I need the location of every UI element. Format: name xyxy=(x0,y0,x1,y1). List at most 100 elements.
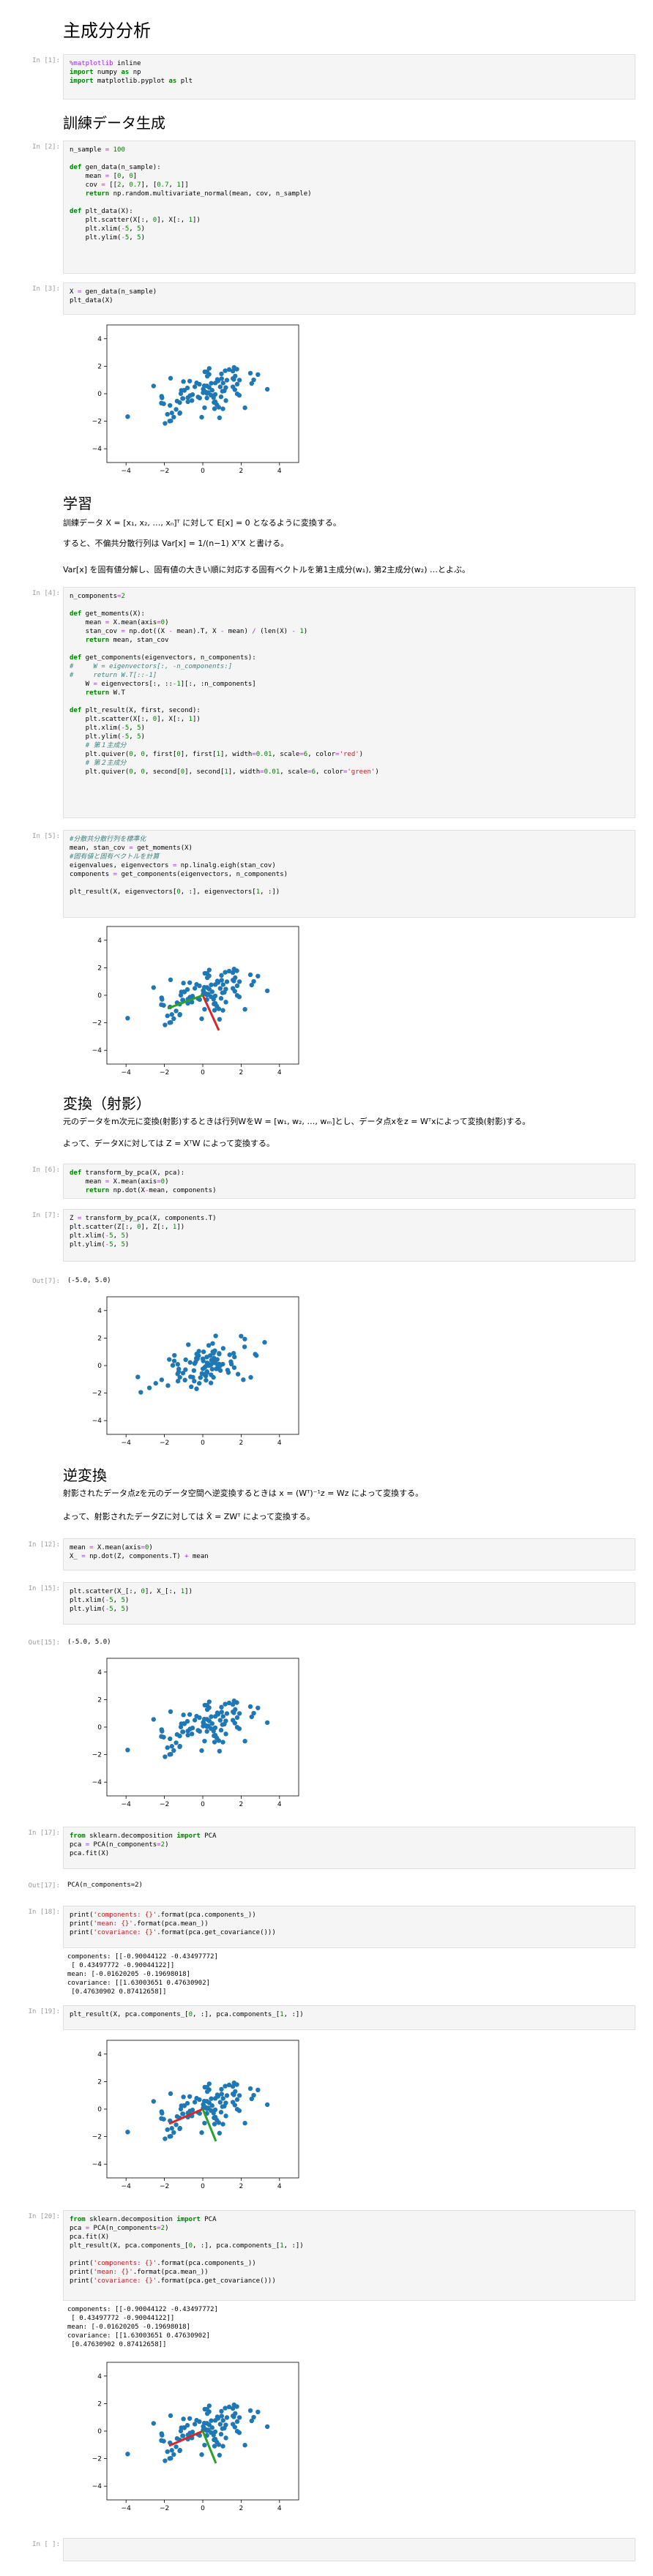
scatter-point xyxy=(168,977,173,983)
scatter-point xyxy=(209,2103,214,2108)
scatter-point xyxy=(190,1726,195,1731)
y-tick-label: 2 xyxy=(97,965,102,972)
scatter-point xyxy=(224,378,230,383)
scatter-point xyxy=(168,1736,173,1742)
code-cell-20[interactable]: from sklearn.decomposition import PCA pc… xyxy=(63,2210,635,2301)
scatter-plot-sklearn-2: −4 −2 0 2 4 4 2 0 −2 −4 xyxy=(92,2362,299,2512)
scatter-point xyxy=(212,2096,218,2101)
scatter-point xyxy=(163,421,168,426)
scatter-point xyxy=(125,1748,130,1753)
prompt-in-4: In [4]: xyxy=(32,590,60,597)
scatter-point xyxy=(146,1385,152,1390)
scatter-point xyxy=(214,1710,220,1715)
x-tick-label: 0 xyxy=(201,1801,205,1808)
scatter-point xyxy=(169,1012,174,1017)
y-tick-label: 2 xyxy=(97,1335,102,1342)
prompt-in-12: In [12]: xyxy=(28,1541,60,1549)
scatter-point xyxy=(220,1346,226,1351)
code-cell-empty[interactable] xyxy=(63,2538,635,2561)
code-cell-3[interactable]: X = gen_data(n_sample) plt_data(X) xyxy=(63,282,635,315)
scatter-point xyxy=(181,1712,186,1718)
scatter-point xyxy=(182,2425,187,2430)
scatter-point xyxy=(204,1724,210,1729)
scatter-point xyxy=(165,1013,170,1019)
scatter-point xyxy=(234,1700,239,1705)
code-cell-15[interactable]: plt.scatter(X_[:, 0], X_[:, 1]) plt.xlim… xyxy=(63,1582,635,1625)
scatter-point xyxy=(264,1720,270,1726)
scatter-point xyxy=(211,1374,216,1380)
scatter-point xyxy=(217,2100,223,2105)
code-cell-7[interactable]: Z = transform_by_pca(X, components.T) pl… xyxy=(63,1209,635,1262)
scatter-point xyxy=(236,2430,242,2435)
scatter-point xyxy=(220,406,225,411)
x-tick-label: 4 xyxy=(277,1801,282,1808)
first-component-arrow xyxy=(168,2430,204,2447)
prompt-out-7: Out[7]: xyxy=(32,1278,60,1285)
y-tick-label: 4 xyxy=(97,2373,102,2381)
code-cell-2[interactable]: n_sample = 100 def gen_data(n_sample): m… xyxy=(63,141,635,274)
scatter-point xyxy=(204,2428,210,2433)
scatter-point xyxy=(220,2096,225,2101)
y-tick-label: 4 xyxy=(97,937,102,945)
y-tick-label: 4 xyxy=(97,336,102,343)
scatter-point xyxy=(212,1348,217,1353)
scatter-point xyxy=(204,369,209,375)
scatter-point xyxy=(202,2442,207,2448)
scatter-point xyxy=(236,2108,242,2113)
scatter-point xyxy=(220,982,225,987)
scatter-point xyxy=(163,2136,168,2141)
scatter-point xyxy=(204,1377,209,1383)
x-tick-label: −4 xyxy=(122,2505,132,2512)
scatter-point xyxy=(219,2086,224,2092)
y-tick-label: −4 xyxy=(92,1418,102,1425)
scatter-point xyxy=(233,1707,238,1712)
markdown-inverse-2: よって、射影されたデータZに対しては X̂ = ZWᵀ によって変換する。 xyxy=(63,1512,316,1521)
y-tick-label: 4 xyxy=(97,2051,102,2059)
code-cell-12[interactable]: mean = X.mean(axis=0) X_ = np.dot(Z, com… xyxy=(63,1538,635,1570)
scatter-point xyxy=(209,1366,214,1372)
prompt-in-3: In [3]: xyxy=(32,285,60,293)
scatter-point xyxy=(230,384,236,389)
scatter-point xyxy=(204,2411,210,2416)
x-tick-label: 4 xyxy=(277,468,282,475)
scatter-point xyxy=(168,2413,173,2419)
scatter-point xyxy=(214,2092,220,2097)
code-cell-1[interactable]: %matplotlib inline import numpy as np im… xyxy=(63,54,635,100)
scatter-point xyxy=(204,975,210,981)
scatter-point xyxy=(234,381,240,387)
code-cell-19[interactable]: plt_result(X, pca.components_[0, :], pca… xyxy=(63,2005,635,2030)
y-tick-label: 4 xyxy=(97,1308,102,1315)
scatter-point xyxy=(201,390,206,395)
scatter-point xyxy=(200,1356,206,1361)
scatter-point xyxy=(251,2414,256,2420)
x-tick-label: 2 xyxy=(239,468,244,475)
scatter-point xyxy=(192,2100,198,2105)
scatter-point xyxy=(181,981,186,986)
scatter-point xyxy=(204,1707,210,1712)
scatter-plot-transformed: −4 −2 0 2 4 4 2 0 −2 −4 xyxy=(92,1296,299,1447)
scatter-point xyxy=(190,2108,195,2113)
scatter-point xyxy=(264,988,270,994)
scatter-point xyxy=(219,2408,224,2414)
scatter-point xyxy=(226,1700,232,1706)
scatter-point xyxy=(151,1717,156,1722)
code-cell-4[interactable]: n_components=2 def get_moments(X): mean … xyxy=(63,587,635,818)
scatter-point xyxy=(255,372,261,378)
x-tick-label: 0 xyxy=(201,2505,205,2512)
scatter-point xyxy=(159,2438,164,2444)
scatter-point xyxy=(160,2433,165,2438)
code-cell-18[interactable]: print('components: {}'.format(pca.compon… xyxy=(63,1906,635,1948)
code-cell-6[interactable]: def transform_by_pca(X, pca): mean = X.m… xyxy=(63,1164,635,1199)
prompt-in-15: In [15]: xyxy=(28,1585,60,1592)
scatter-point xyxy=(219,2414,225,2419)
scatter-point xyxy=(176,1366,182,1371)
scatter-point xyxy=(165,1745,170,1751)
x-tick-label: −2 xyxy=(160,468,169,475)
code-cell-5[interactable]: #分散共分散行列を標準化 mean, stan_cov = get_moment… xyxy=(63,830,635,918)
scatter-point xyxy=(212,2114,218,2120)
code-cell-17[interactable]: from sklearn.decomposition import PCA pc… xyxy=(63,1827,635,1869)
scatter-point xyxy=(253,1352,258,1357)
y-tick-label: 4 xyxy=(97,1669,102,1677)
scatter-point xyxy=(211,395,216,400)
scatter-point xyxy=(217,1718,223,1723)
